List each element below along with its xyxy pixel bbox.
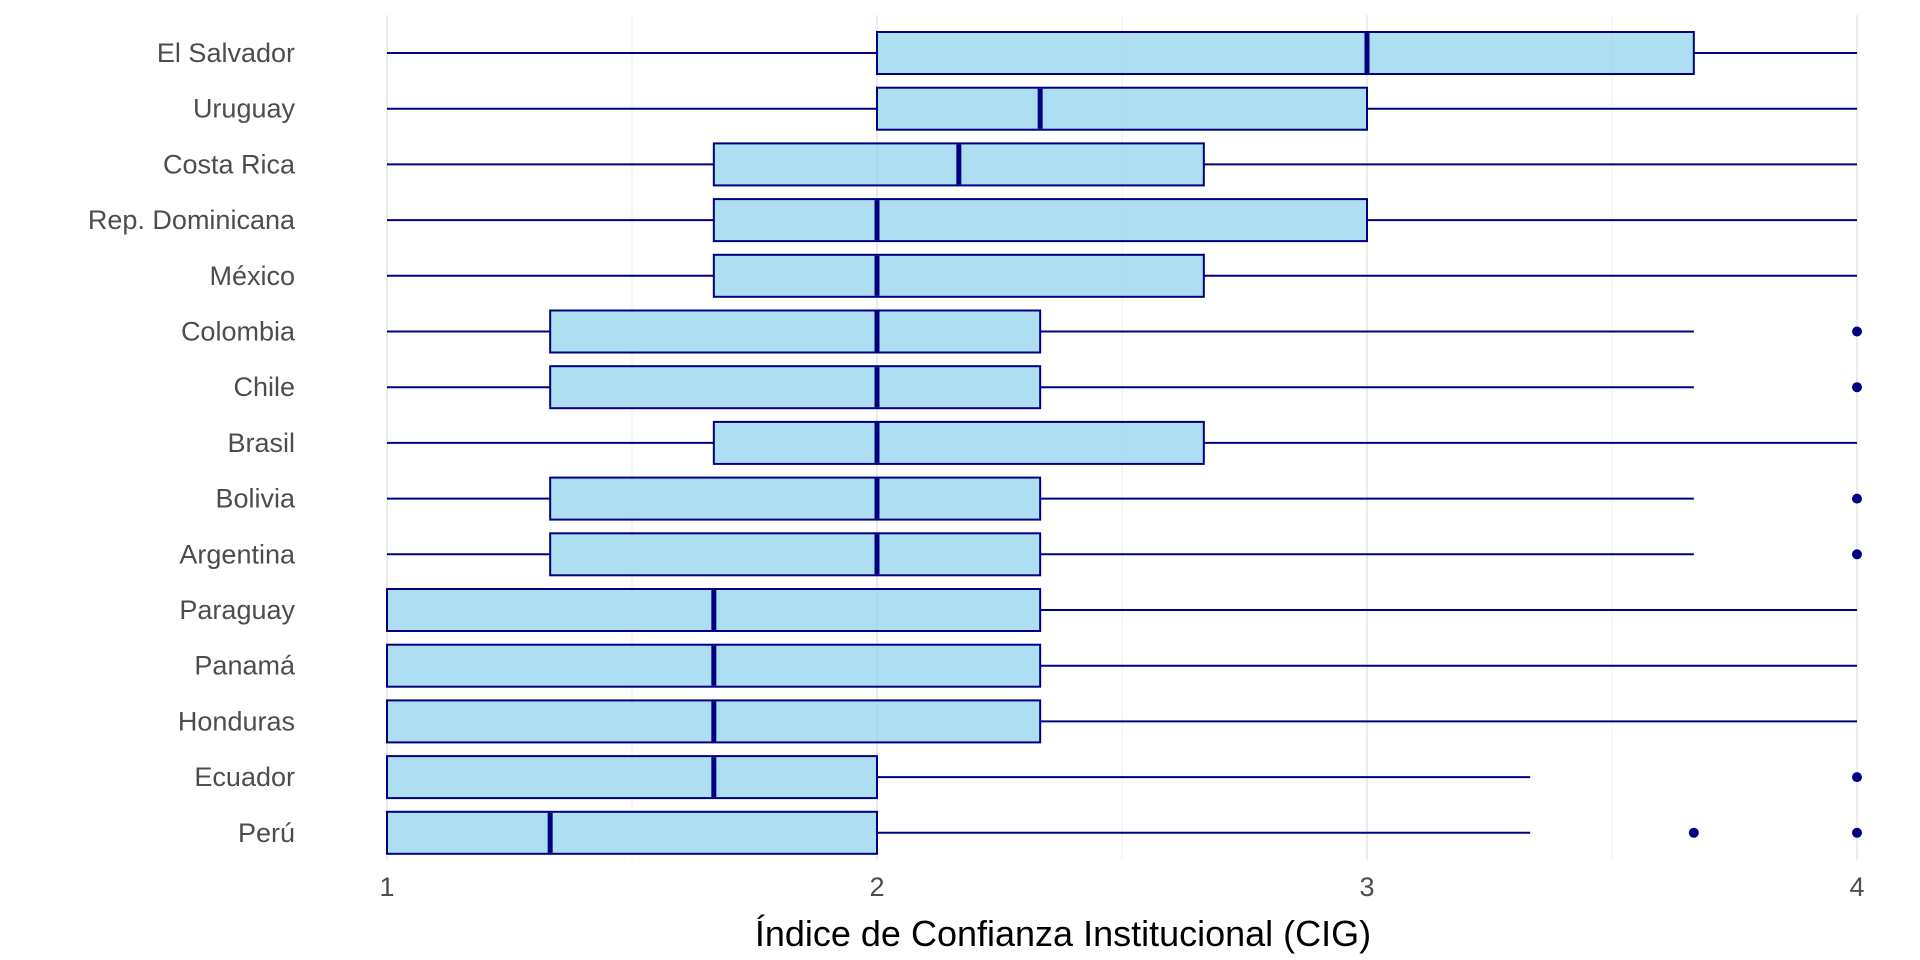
x-tick-labels: 1 2 3 4: [379, 872, 1864, 902]
x-tick-label: 1: [379, 872, 394, 902]
category-label: Chile: [233, 372, 295, 402]
category-labels: El Salvador Uruguay Costa Rica Rep. Dominic…: [88, 38, 296, 848]
category-label: Uruguay: [193, 94, 296, 124]
outlier-point: [1852, 493, 1862, 504]
iqr-box: [386, 810, 878, 855]
iqr-box: [549, 532, 1042, 577]
iqr-box: [876, 31, 1695, 75]
iqr-box: [386, 755, 878, 800]
x-tick-label: 3: [1359, 872, 1374, 902]
x-tick-label: 4: [1849, 872, 1864, 902]
category-label: Panamá: [194, 651, 296, 681]
box-group: [386, 810, 1862, 855]
box-group: [387, 365, 1862, 410]
x-tick-label: 2: [869, 872, 884, 902]
box-group: [387, 420, 1857, 465]
category-label: El Salvador: [157, 38, 295, 68]
category-label: Brasil: [227, 428, 295, 458]
outlier-point: [1852, 827, 1862, 838]
x-axis-title: Índice de Confianza Institucional (CIG): [755, 913, 1371, 954]
category-label: Perú: [238, 818, 295, 848]
category-label: Argentina: [179, 539, 296, 569]
category-label: Rep. Dominicana: [88, 205, 296, 235]
outlier-point: [1852, 549, 1862, 560]
iqr-box: [549, 309, 1042, 354]
box-group: [387, 532, 1862, 577]
iqr-box: [876, 86, 1368, 131]
box-group: [387, 476, 1862, 521]
outlier-point: [1688, 827, 1699, 838]
iqr-box: [712, 198, 1368, 243]
box-group: [387, 142, 1857, 187]
box-group: [386, 588, 1857, 632]
category-label: México: [209, 261, 295, 291]
category-label: Paraguay: [179, 595, 295, 625]
box-group: [387, 309, 1862, 354]
iqr-box: [712, 420, 1205, 465]
box-group: [386, 699, 1857, 744]
box-group: [387, 86, 1857, 131]
outlier-point: [1852, 772, 1862, 783]
box-group: [386, 643, 1857, 688]
category-label: Costa Rica: [163, 149, 296, 179]
outlier-point: [1852, 382, 1862, 393]
box-group: [386, 755, 1862, 800]
iqr-box: [549, 365, 1042, 410]
category-label: Honduras: [178, 706, 295, 736]
box-group: [387, 253, 1857, 298]
box-group: [387, 31, 1857, 75]
box-group: [387, 198, 1857, 243]
category-label: Bolivia: [215, 484, 296, 514]
iqr-box: [712, 253, 1205, 298]
category-label: Ecuador: [194, 762, 295, 792]
iqr-box: [549, 476, 1042, 521]
outlier-point: [1852, 326, 1862, 337]
box-layer: [386, 31, 1862, 855]
category-label: Colombia: [181, 317, 296, 347]
